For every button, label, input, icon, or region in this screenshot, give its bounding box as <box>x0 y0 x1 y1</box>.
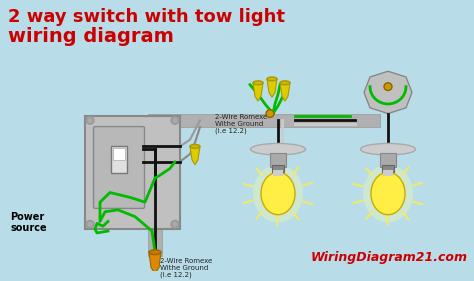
Polygon shape <box>267 79 277 97</box>
Ellipse shape <box>190 144 200 148</box>
Text: wiring diagram: wiring diagram <box>8 27 174 46</box>
Text: 2-Wire Romexe
Withe Ground
(i.e 12.2): 2-Wire Romexe Withe Ground (i.e 12.2) <box>160 258 212 278</box>
Bar <box>272 165 284 172</box>
Polygon shape <box>253 83 263 101</box>
Ellipse shape <box>361 143 416 155</box>
Bar <box>382 165 394 172</box>
Ellipse shape <box>267 77 277 81</box>
Bar <box>380 153 396 167</box>
Ellipse shape <box>363 165 413 222</box>
Polygon shape <box>149 252 161 273</box>
Bar <box>148 114 162 256</box>
Bar <box>111 146 127 173</box>
Ellipse shape <box>253 81 263 85</box>
Polygon shape <box>364 71 412 114</box>
FancyBboxPatch shape <box>93 127 145 209</box>
Bar <box>85 115 180 229</box>
Circle shape <box>88 118 92 122</box>
Circle shape <box>384 83 392 90</box>
Ellipse shape <box>250 143 306 155</box>
Bar <box>270 153 286 167</box>
Circle shape <box>173 222 177 226</box>
Bar <box>113 148 125 160</box>
Circle shape <box>171 221 179 228</box>
Circle shape <box>88 222 92 226</box>
Bar <box>383 170 393 176</box>
Text: 2 way switch with tow light: 2 way switch with tow light <box>8 8 285 26</box>
Text: 2-Wire Romexe
Withe Ground
(i.e 12.2): 2-Wire Romexe Withe Ground (i.e 12.2) <box>215 114 267 134</box>
Circle shape <box>86 221 94 228</box>
Ellipse shape <box>149 250 161 255</box>
Text: Power
source: Power source <box>10 212 46 234</box>
Circle shape <box>86 117 94 124</box>
Ellipse shape <box>280 81 290 85</box>
Polygon shape <box>190 146 200 165</box>
Bar <box>155 114 380 127</box>
Text: WiringDiagram21.com: WiringDiagram21.com <box>311 251 468 264</box>
Circle shape <box>171 117 179 124</box>
Bar <box>273 170 283 176</box>
Circle shape <box>173 118 177 122</box>
Ellipse shape <box>261 172 295 215</box>
Circle shape <box>266 110 274 117</box>
Polygon shape <box>280 83 290 101</box>
Ellipse shape <box>253 165 303 222</box>
Ellipse shape <box>371 172 405 215</box>
